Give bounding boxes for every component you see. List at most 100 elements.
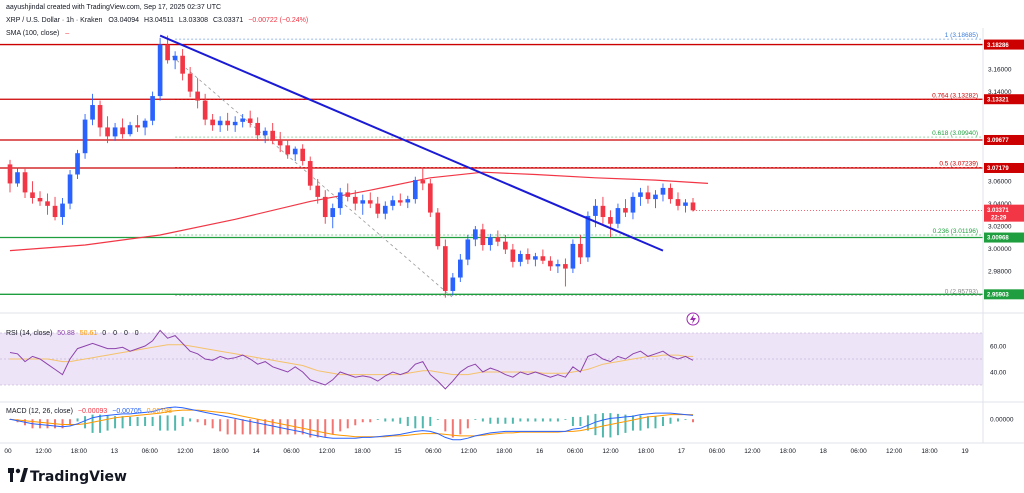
candle[interactable] xyxy=(465,239,471,260)
candle[interactable] xyxy=(623,208,628,213)
candle[interactable] xyxy=(337,192,343,209)
candle[interactable] xyxy=(330,208,336,218)
candle[interactable] xyxy=(120,127,125,135)
rsi-pane[interactable]: 40.00 60.00 xyxy=(0,329,1007,390)
candle[interactable] xyxy=(360,200,366,204)
candle[interactable] xyxy=(60,203,65,218)
candle[interactable] xyxy=(165,44,170,61)
candle[interactable] xyxy=(645,192,651,200)
candle[interactable] xyxy=(112,127,118,137)
candle[interactable] xyxy=(600,205,606,218)
candle[interactable] xyxy=(450,277,456,291)
candle[interactable] xyxy=(195,91,200,101)
candle[interactable] xyxy=(480,229,486,246)
sma-legend[interactable]: SMA (100, close) – xyxy=(6,30,69,37)
candle[interactable] xyxy=(375,203,381,214)
candle[interactable] xyxy=(75,153,80,175)
candle[interactable] xyxy=(277,140,283,146)
candle[interactable] xyxy=(210,119,215,126)
price-pane[interactable]: 2.98000 3.00000 3.02000 3.04000 3.06000 3.140… xyxy=(0,32,1024,300)
candle[interactable] xyxy=(630,196,636,213)
candle[interactable] xyxy=(345,192,351,197)
candle[interactable] xyxy=(570,243,576,269)
candle[interactable] xyxy=(615,208,621,224)
candle[interactable] xyxy=(503,241,508,250)
candle[interactable] xyxy=(232,121,238,126)
candle[interactable] xyxy=(660,187,666,195)
candle[interactable] xyxy=(172,55,178,61)
candle[interactable] xyxy=(105,127,110,137)
rsi-legend[interactable]: RSI (14, close) 50.88 50.61 0 0 0 0 xyxy=(6,330,139,337)
candle[interactable] xyxy=(150,96,155,121)
candle[interactable] xyxy=(52,205,58,218)
candle[interactable] xyxy=(135,125,140,128)
candle[interactable] xyxy=(435,212,441,247)
candle[interactable] xyxy=(225,120,230,126)
candle[interactable] xyxy=(668,187,673,200)
candle[interactable] xyxy=(412,180,418,200)
candle[interactable] xyxy=(22,172,28,193)
candle[interactable] xyxy=(488,237,493,246)
candle[interactable] xyxy=(608,217,613,224)
candle[interactable] xyxy=(15,172,20,184)
candle[interactable] xyxy=(548,260,553,267)
candle[interactable] xyxy=(390,200,396,206)
candle[interactable] xyxy=(382,205,388,214)
candle[interactable] xyxy=(180,55,185,74)
candle[interactable] xyxy=(555,264,561,267)
candle[interactable] xyxy=(142,120,148,128)
candle[interactable] xyxy=(458,259,463,278)
candle[interactable] xyxy=(292,148,298,155)
candle[interactable] xyxy=(187,73,193,92)
candle[interactable] xyxy=(307,161,313,186)
candle[interactable] xyxy=(202,100,208,120)
candle[interactable] xyxy=(397,200,403,203)
candle[interactable] xyxy=(247,118,253,123)
candle[interactable] xyxy=(97,105,103,128)
candle[interactable] xyxy=(495,237,501,242)
candle[interactable] xyxy=(82,119,88,154)
candle[interactable] xyxy=(585,215,591,258)
candle[interactable] xyxy=(683,202,688,206)
candle[interactable] xyxy=(45,201,50,206)
macd-legend[interactable]: MACD (12, 26, close) −0.00093 −0.00705 0… xyxy=(6,408,172,415)
macd-pane[interactable]: 0.00000 xyxy=(9,406,1014,441)
candle[interactable] xyxy=(367,200,373,204)
candle[interactable] xyxy=(262,130,268,136)
candle[interactable] xyxy=(653,194,658,200)
candle[interactable] xyxy=(30,192,35,198)
candle[interactable] xyxy=(127,125,133,135)
candle[interactable] xyxy=(405,199,411,203)
candle[interactable] xyxy=(442,246,448,291)
candle[interactable] xyxy=(563,264,568,269)
candle[interactable] xyxy=(37,198,43,202)
candle[interactable] xyxy=(473,229,478,240)
candle[interactable] xyxy=(675,199,681,206)
candle[interactable] xyxy=(217,120,223,126)
tradingview-logo[interactable]: TradingView xyxy=(8,468,127,485)
candle[interactable] xyxy=(578,243,583,258)
time-axis[interactable]: 00 12:00 18:00 13 06:00 12:00 18:00 14 06:00 12:0… xyxy=(4,448,969,455)
candle[interactable] xyxy=(285,145,291,155)
candle[interactable] xyxy=(420,180,426,184)
lightning-icon[interactable] xyxy=(686,312,700,326)
candle[interactable] xyxy=(352,196,358,204)
candle[interactable] xyxy=(90,105,95,120)
candle[interactable] xyxy=(322,196,328,218)
candle[interactable] xyxy=(690,202,696,211)
candle[interactable] xyxy=(525,254,531,260)
candle[interactable] xyxy=(518,254,523,262)
candle[interactable] xyxy=(255,122,261,136)
candle[interactable] xyxy=(157,44,163,97)
candle[interactable] xyxy=(427,183,433,213)
candle[interactable] xyxy=(240,118,245,122)
bearish-trend-line[interactable] xyxy=(159,34,664,252)
candle[interactable] xyxy=(300,148,306,162)
candle[interactable] xyxy=(270,130,276,141)
candle[interactable] xyxy=(533,256,538,260)
candle[interactable] xyxy=(67,174,73,204)
candle[interactable] xyxy=(593,205,598,216)
candle[interactable] xyxy=(540,256,546,261)
candle[interactable] xyxy=(638,192,643,197)
